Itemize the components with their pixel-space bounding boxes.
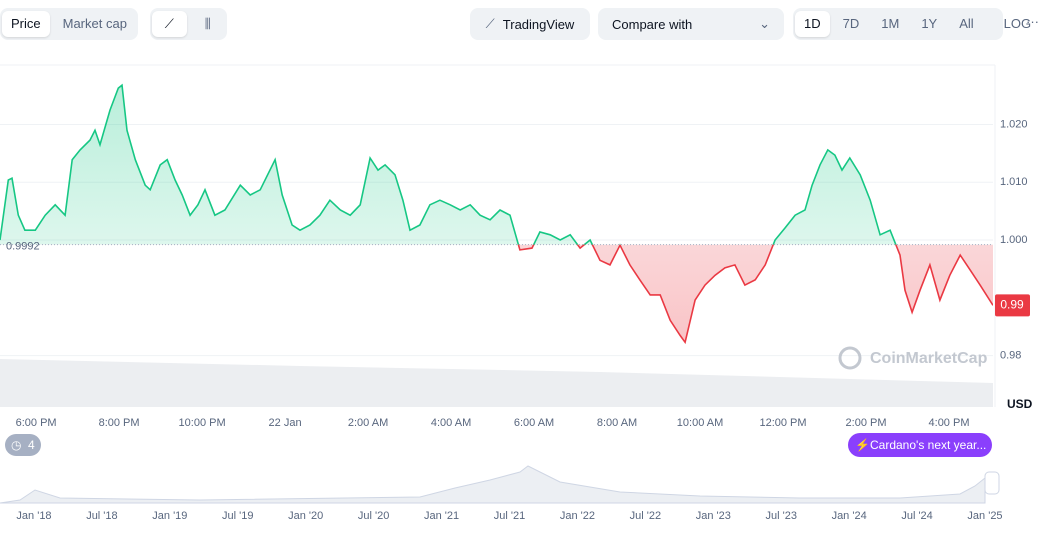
tab[interactable]: Market cap [62, 16, 127, 31]
area-down [0, 244, 993, 343]
volume [0, 359, 993, 407]
navigator-label: Jan '21 [424, 510, 459, 522]
price-badge [995, 294, 1030, 317]
navigator-handle[interactable] [984, 471, 1000, 495]
tradingview-label: TradingView [502, 16, 575, 32]
y-tick-label: 1.020 [1000, 118, 1028, 130]
navigator [0, 465, 986, 504]
line-icon[interactable]: ⟋ [152, 11, 187, 37]
watermark: CoinMarketCap [870, 350, 988, 367]
compare-label: Compare with [612, 16, 693, 32]
event-count: 4 [28, 438, 35, 452]
more[interactable]: ··· [1026, 14, 1039, 29]
compare[interactable]: Compare with ⌄ [598, 8, 784, 40]
x-tick-label: 2:00 AM [348, 417, 388, 429]
x-tick-label: 6:00 AM [514, 417, 554, 429]
range[interactable]: 1D [795, 11, 830, 37]
navigator-label: Jan '22 [560, 510, 595, 522]
y-tick-label: 0.98 [1000, 349, 1021, 361]
x-tick-label: 4:00 PM [929, 417, 970, 429]
y-tick-label: 1.000 [1000, 234, 1028, 246]
navigator-label: Jul '23 [765, 510, 796, 522]
navigator-label: Jan '24 [832, 510, 867, 522]
price-line [0, 83, 897, 245]
price-badge-label: 0.99 [1000, 297, 1024, 311]
type-tabs: Price Market cap [0, 8, 138, 40]
navigator-label: Jan '25 [967, 510, 1002, 522]
x-tick-label: 2:00 PM [846, 417, 887, 429]
range[interactable]: 1M [881, 16, 900, 31]
reference-label: 0.9992 [6, 241, 40, 253]
area-up [0, 85, 896, 245]
x-tick-label: 12:00 PM [759, 417, 806, 429]
range[interactable]: 1Y [921, 16, 938, 31]
navigator-label: Jan '19 [152, 510, 187, 522]
navigator-label: Jul '18 [86, 510, 117, 522]
news-icon: ⚡ [855, 438, 870, 452]
navigator-label: Jan '23 [696, 510, 731, 522]
x-tick-label: 6:00 PM [16, 417, 57, 429]
navigator-label: Jan '20 [288, 510, 323, 522]
news-label: Cardano's next year... [870, 438, 986, 452]
x-tick-label: 10:00 AM [677, 417, 723, 429]
log[interactable]: LOG [1003, 16, 1032, 31]
navigator-label: Jan '18 [16, 510, 51, 522]
candle-icon[interactable]: ⫼ [204, 16, 211, 31]
navigator-label: Jul '21 [494, 510, 525, 522]
y-tick-label: 1.010 [1000, 176, 1028, 188]
x-tick-label: 8:00 AM [597, 417, 637, 429]
tradingview[interactable]: ⟋ TradingView [470, 8, 590, 40]
navigator-label: Jul '22 [630, 510, 661, 522]
unit: USD [1007, 397, 1033, 411]
range[interactable]: 7D [842, 16, 860, 31]
x-tick-label: 4:00 AM [431, 417, 471, 429]
x-tick-label: 10:00 PM [179, 417, 226, 429]
range[interactable]: All [959, 16, 974, 31]
x-tick-label: 8:00 PM [99, 417, 140, 429]
navigator-label: Jul '24 [901, 510, 932, 522]
range-tabs: 1D 7D 1M 1Y All LOG [793, 8, 1031, 40]
news-badge[interactable] [848, 433, 992, 457]
navigator-label: Jul '20 [358, 510, 389, 522]
navigator-label: Jul '19 [222, 510, 253, 522]
tab[interactable]: Price [2, 11, 50, 37]
style-tabs: ⟋ ⫼ [150, 8, 227, 40]
x-tick-label: 22 Jan [269, 417, 302, 429]
event-badge[interactable] [5, 434, 41, 456]
watermark-logo [838, 346, 862, 370]
event-icon: ◷ [11, 438, 21, 452]
